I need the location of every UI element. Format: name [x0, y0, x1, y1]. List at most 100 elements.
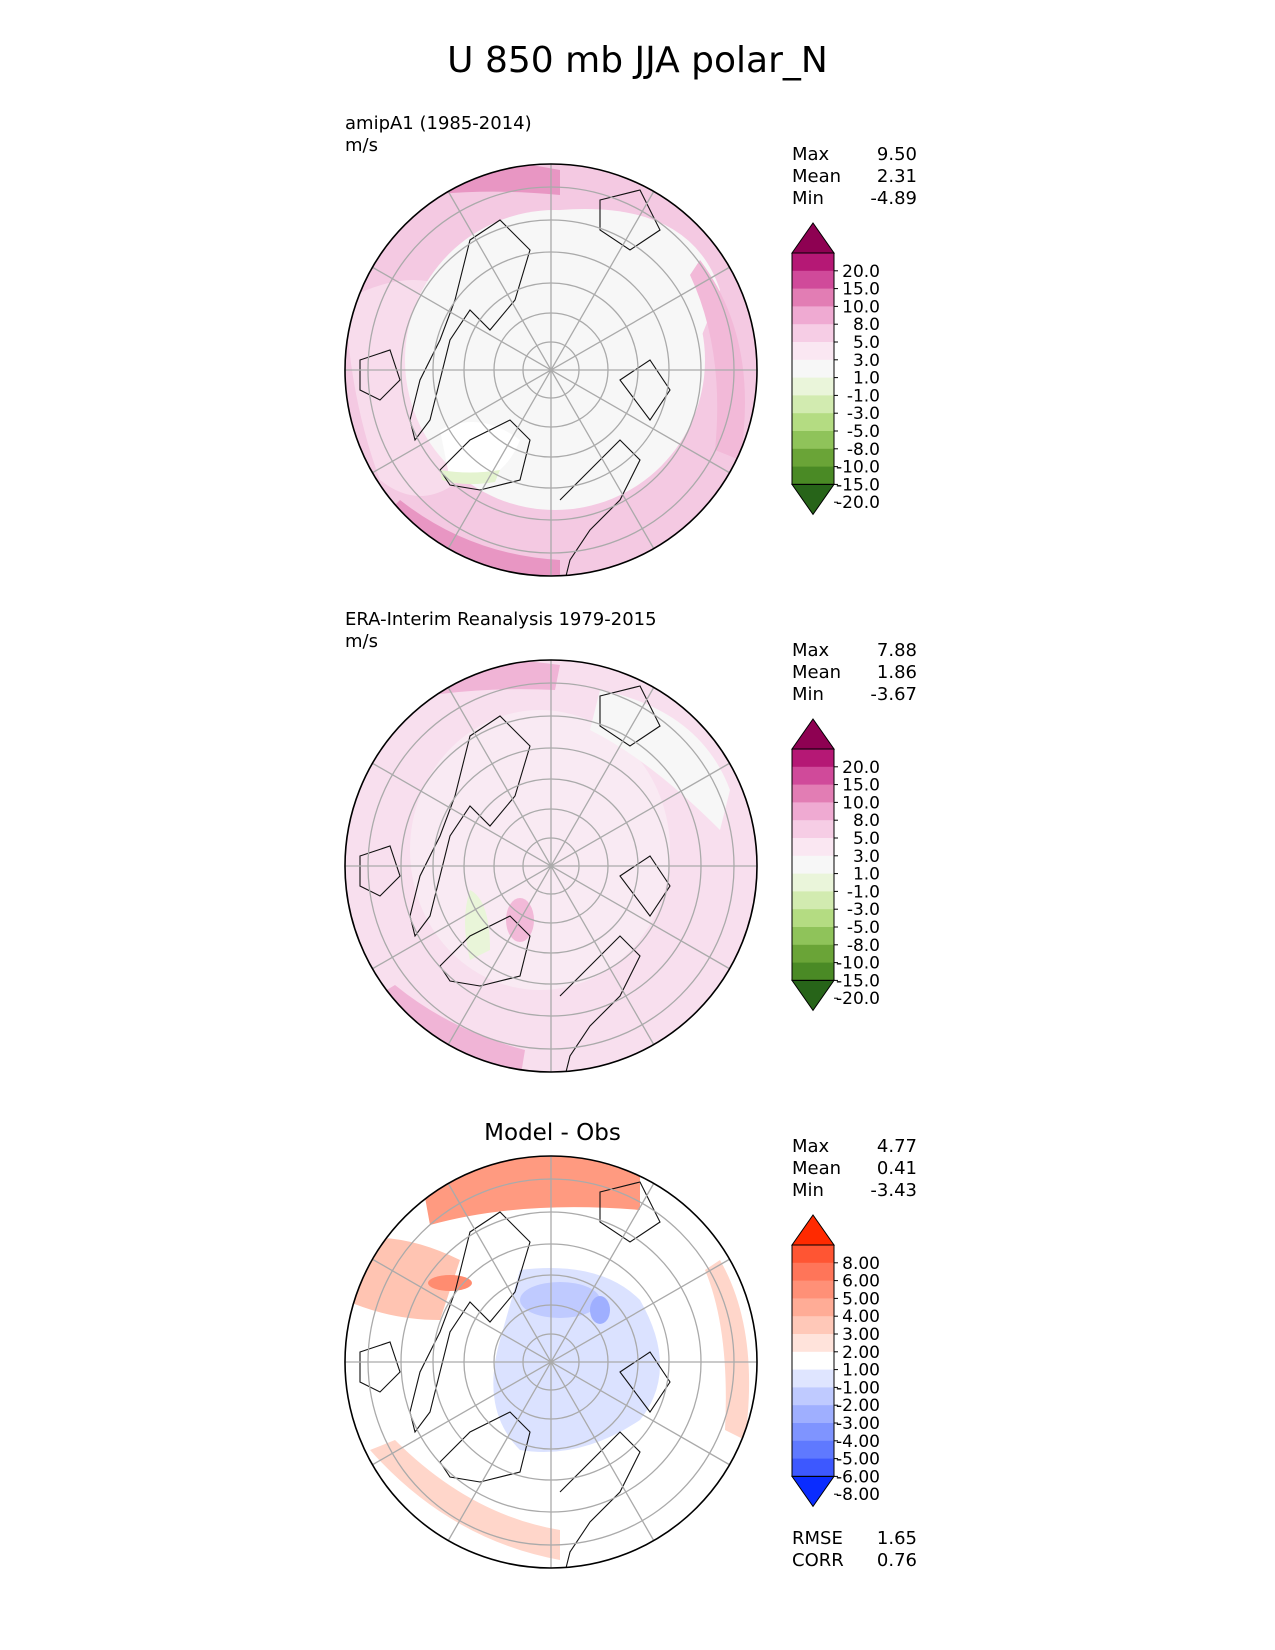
contour-region: [560, 209, 720, 340]
stat-name: Mean: [792, 166, 842, 187]
colorbar-segment: [792, 909, 834, 928]
colorbar-segment: [792, 1387, 834, 1406]
contour-region: [440, 470, 500, 485]
colorbar-tick-label: 5.0: [853, 333, 880, 353]
stat-name: Min: [792, 1180, 824, 1201]
colorbar-tick-label: 5.00: [842, 1289, 880, 1309]
coastline: [359, 1341, 401, 1393]
colorbar-segment: [792, 306, 834, 325]
colorbar-segment: [792, 1423, 834, 1442]
colorbar-frame: [791, 1244, 835, 1477]
panel3-metrics: RMSE 1.65 CORR 0.76: [792, 1528, 917, 1572]
colorbar-segment: [792, 288, 834, 307]
colorbar-segment: [792, 270, 834, 290]
metric-name: RMSE: [792, 1528, 843, 1549]
metric-name: CORR: [792, 1550, 844, 1571]
colorbar-segment: [792, 1458, 834, 1477]
map-panel-obs: [344, 659, 758, 1073]
colorbar-tick-label: -3.0: [847, 900, 880, 920]
colorbar-extension-bottom: [791, 1475, 835, 1508]
colorbar-tick-label: 2.00: [842, 1343, 880, 1363]
colorbar-tick-label: 20.0: [842, 262, 880, 282]
coastline: [409, 1211, 531, 1434]
colorbar-tick-label: -10.0: [836, 458, 880, 478]
colorbar-segment: [792, 766, 834, 786]
colorbar-obs: 20.015.010.08.05.03.01.0-1.0-3.0-5.0-8.0…: [791, 718, 880, 1012]
colorbar-segment: [792, 448, 834, 468]
map-boundary: [344, 163, 758, 577]
colorbar-tick-label: -15.0: [836, 971, 880, 991]
metric-value: 0.76: [876, 1550, 917, 1571]
panel2-stats: Max 7.88 Mean 1.86 Min -3.67: [792, 640, 917, 706]
colorbar-segment: [792, 838, 834, 857]
colorbar-segment: [792, 962, 834, 981]
colorbar-tick-label: -8.0: [847, 936, 880, 956]
metric-value: 1.65: [876, 1528, 917, 1549]
colorbar-extension-top: [791, 222, 835, 254]
stat-name: Min: [792, 188, 824, 209]
colorbar-segment: [792, 1405, 834, 1424]
stat-value: 1.86: [876, 662, 917, 683]
colorbar-segment: [792, 1440, 834, 1460]
colorbar-segment: [792, 891, 834, 910]
stat-value: -4.89: [870, 188, 917, 209]
colorbar-tick-label: 20.0: [842, 758, 880, 778]
colorbar-segment: [792, 413, 834, 432]
contour-region: [705, 1260, 750, 1440]
stat-value: 2.31: [876, 166, 917, 187]
colorbar-tick-label: -20.0: [836, 989, 880, 1009]
colorbar-tick-label: -5.0: [847, 918, 880, 938]
colorbar-segment: [792, 944, 834, 964]
colorbar-tick-label: 10.0: [842, 793, 880, 813]
contour-region: [590, 690, 730, 830]
colorbar-tick-label: -10.0: [836, 954, 880, 974]
stat-name: Max: [792, 1136, 830, 1157]
colorbar-segment: [792, 820, 834, 839]
panel2-label: ERA-Interim Reanalysis 1979-2015: [345, 609, 657, 630]
colorbar-tick-label: -6.00: [836, 1467, 880, 1487]
coastline: [619, 359, 671, 421]
colorbar-segment: [792, 342, 834, 361]
stat-value: 9.50: [876, 144, 917, 165]
colorbar-extension-bottom: [791, 483, 835, 516]
colorbar-segment: [792, 927, 834, 946]
diff-panel-title: Model - Obs: [484, 1120, 621, 1146]
map-panel-diff: [344, 1155, 758, 1569]
colorbar-tick-label: 1.00: [842, 1361, 880, 1381]
map-boundary: [344, 659, 758, 1073]
colorbar-tick-label: -8.00: [836, 1485, 880, 1505]
stat-name: Max: [792, 640, 830, 661]
colorbar-tick-label: -15.0: [836, 475, 880, 495]
colorbar-tick-label: 3.0: [853, 847, 880, 867]
colorbar-extension-top: [791, 1214, 835, 1246]
colorbar-extension-bottom: [791, 979, 835, 1012]
coastline: [619, 855, 671, 917]
colorbar-tick-label: -2.00: [836, 1396, 880, 1416]
colorbar-segment: [792, 1369, 834, 1388]
colorbar-segment: [792, 253, 834, 272]
contour-region: [690, 260, 745, 460]
contour-region: [440, 422, 520, 482]
panel1-label: amipA1 (1985-2014): [345, 113, 532, 134]
contour-region: [428, 1275, 472, 1291]
colorbar-tick-label: -1.00: [836, 1378, 880, 1398]
colorbar-model: 20.015.010.08.05.03.01.0-1.0-3.0-5.0-8.0…: [791, 222, 880, 516]
contour-region: [370, 985, 525, 1072]
graticule: [345, 1156, 757, 1568]
stat-value: -3.43: [870, 1180, 917, 1201]
colorbar-tick-label: 6.00: [842, 1272, 880, 1292]
stat-value: 7.88: [876, 640, 917, 661]
colorbar-segment: [792, 855, 834, 875]
colorbar-tick-label: 8.0: [853, 315, 880, 335]
colorbar-tick-label: -1.0: [847, 882, 880, 902]
colorbar-tick-label: 10.0: [842, 297, 880, 317]
colorbar-tick-label: 3.00: [842, 1325, 880, 1345]
colorbar-segment: [792, 1351, 834, 1371]
colorbar-tick-label: -1.0: [847, 386, 880, 406]
coastline: [599, 685, 661, 747]
coastline: [359, 845, 401, 897]
stat-name: Mean: [792, 1158, 842, 1179]
coastline: [559, 935, 641, 1072]
colorbar-segment: [792, 466, 834, 485]
coastline: [409, 715, 531, 938]
